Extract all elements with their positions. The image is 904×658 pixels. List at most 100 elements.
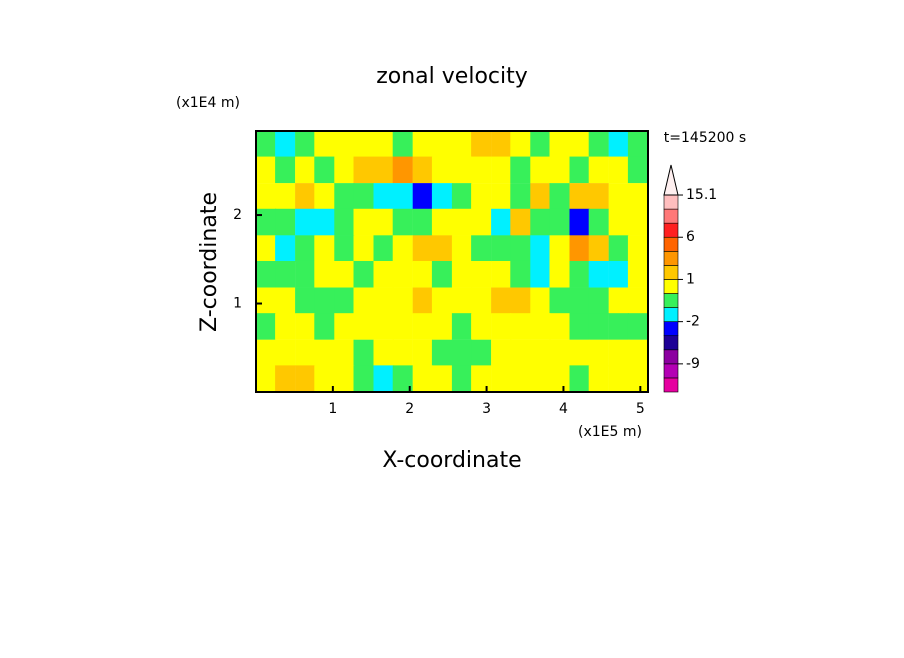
contour-cell	[334, 130, 355, 158]
contour-cell	[549, 365, 570, 393]
colorbar-segment	[663, 279, 679, 294]
contour-cell	[471, 313, 492, 340]
contour-cell	[549, 235, 570, 263]
chart-title: zonal velocity	[376, 64, 528, 89]
contour-cell	[353, 183, 374, 210]
contour-cell	[431, 130, 453, 158]
contour-cell	[451, 313, 473, 340]
contour-cell	[255, 183, 277, 210]
contour-cell	[530, 260, 551, 288]
contour-cell	[275, 130, 296, 158]
colorbar-segment	[663, 293, 679, 308]
contour-cell	[608, 130, 629, 158]
contour-cell	[608, 156, 629, 184]
x-unit: (x1E5 m)	[578, 424, 642, 440]
contour-cell	[412, 260, 433, 288]
contour-cell	[451, 260, 473, 288]
contour-cell	[491, 235, 512, 263]
contour-cell	[588, 260, 609, 288]
y-tick-label: 2	[233, 207, 242, 223]
x-tick-label: 1	[328, 401, 337, 417]
contour-cell	[295, 183, 316, 210]
contour-cell	[334, 183, 355, 210]
contour-cell	[627, 287, 649, 315]
contour-cell	[569, 313, 590, 340]
contour-cell	[392, 130, 413, 158]
contour-cell	[255, 339, 277, 367]
contour-cell	[569, 156, 590, 184]
contour-cell	[627, 313, 649, 340]
contour-cell	[471, 339, 492, 367]
contour-cell	[491, 339, 512, 367]
contour-cell	[588, 287, 609, 315]
contour-cell	[510, 130, 531, 158]
y-axis-title: Z-coordinate	[197, 192, 222, 332]
contour-cell	[314, 130, 335, 158]
contour-cell	[588, 313, 609, 340]
contour-cell	[314, 183, 335, 210]
colorbar-segment	[663, 335, 679, 351]
colorbar-tick-label: -2	[686, 314, 700, 330]
contour-cell	[608, 183, 629, 210]
contour-cell	[412, 313, 433, 340]
contour-cell	[412, 208, 433, 236]
contour-cell	[491, 313, 512, 340]
contour-cell	[353, 339, 374, 367]
contour-cell	[471, 208, 492, 236]
contour-cell	[431, 365, 453, 393]
contour-cell	[627, 365, 649, 393]
contour-cell	[275, 339, 296, 367]
contour-cell	[334, 260, 355, 288]
contour-cell	[471, 183, 492, 210]
colorbar-tick-label: 6	[686, 229, 695, 245]
contour-cell	[314, 156, 335, 184]
contour-cell	[569, 365, 590, 393]
contour-cell	[255, 156, 277, 184]
contour-cell	[295, 287, 316, 315]
x-tick-label: 2	[405, 401, 414, 417]
contour-cell	[295, 208, 316, 236]
contour-cell	[373, 365, 394, 393]
contour-cell	[295, 365, 316, 393]
contour-cell	[431, 339, 453, 367]
contour-cell	[608, 260, 629, 288]
contour-cell	[373, 156, 394, 184]
contour-cell	[510, 260, 531, 288]
colorbar-segment	[663, 321, 679, 337]
contour-cell	[255, 235, 277, 263]
contour-cell	[451, 208, 473, 236]
contour-cell	[569, 287, 590, 315]
contour-cell	[549, 339, 570, 367]
contour-cell	[334, 339, 355, 367]
contour-cell	[588, 130, 609, 158]
contour-cell	[373, 339, 394, 367]
contour-cell	[431, 260, 453, 288]
colorbar-segment	[663, 251, 679, 266]
contour-cell	[608, 208, 629, 236]
contour-cell	[569, 208, 590, 236]
contour-cell	[275, 287, 296, 315]
x-tick-label: 4	[559, 401, 568, 417]
contour-cell	[431, 183, 453, 210]
contour-cell	[295, 235, 316, 263]
contour-cell	[451, 183, 473, 210]
contour-cell	[627, 130, 649, 158]
contour-cell	[471, 130, 492, 158]
contour-cell	[314, 235, 335, 263]
contour-cell	[451, 287, 473, 315]
contour-cell	[549, 313, 570, 340]
contour-cell	[275, 156, 296, 184]
contour-cell	[255, 208, 277, 236]
contour-cell	[627, 260, 649, 288]
contour-cell	[353, 208, 374, 236]
contour-cell	[491, 287, 512, 315]
contour-cell	[491, 365, 512, 393]
contour-cell	[412, 339, 433, 367]
contour-cell	[373, 208, 394, 236]
contour-cell	[471, 235, 492, 263]
contour-cell	[530, 208, 551, 236]
contour-cell	[471, 365, 492, 393]
contour-cell	[431, 235, 453, 263]
contour-cell	[334, 208, 355, 236]
contour-cell	[471, 156, 492, 184]
